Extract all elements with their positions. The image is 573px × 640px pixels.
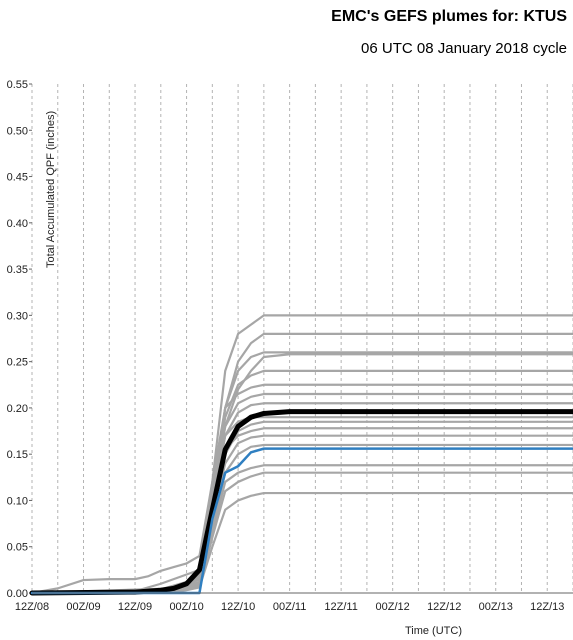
mean-series-line xyxy=(29,409,573,596)
x-tick-label: 12Z/13 xyxy=(530,601,564,613)
x-tick-label: 12Z/09 xyxy=(118,601,152,613)
x-axis-label: Time (UTC) xyxy=(405,625,462,637)
member-series-line xyxy=(30,443,573,595)
y-tick-label: 0.15 xyxy=(7,449,28,461)
x-tick-label: 12Z/12 xyxy=(427,601,461,613)
member-series-line xyxy=(30,332,573,595)
x-axis-ticks: 12Z/08 00Z/09 12Z/09 00Z/10 12Z/10 00Z/11 12Z/… xyxy=(15,601,564,613)
y-tick-label: 0.00 xyxy=(7,588,28,600)
member-series-line xyxy=(30,464,573,595)
member-series-line xyxy=(30,314,573,595)
member-series-line xyxy=(30,434,573,595)
x-tick-label: 00Z/10 xyxy=(169,601,203,613)
member-series-line xyxy=(30,416,573,595)
x-tick-label: 12Z/08 xyxy=(15,601,49,613)
x-tick-label: 00Z/09 xyxy=(66,601,100,613)
y-tick-label: 0.25 xyxy=(7,357,28,369)
y-axis-label: Total Accumulated QPF (inches) xyxy=(45,111,57,268)
control-series-line xyxy=(30,447,573,595)
y-tick-label: 0.45 xyxy=(7,172,28,184)
y-tick-label: 0.55 xyxy=(7,79,28,91)
series-lines xyxy=(29,314,573,596)
member-series-line xyxy=(30,471,573,595)
y-tick-label: 0.35 xyxy=(7,264,28,276)
x-tick-label: 12Z/11 xyxy=(324,601,357,613)
member-series-line xyxy=(30,427,573,595)
member-series-line xyxy=(30,383,573,595)
y-tick-label: 0.50 xyxy=(7,125,28,137)
x-tick-label: 12Z/10 xyxy=(221,601,255,613)
member-series-line xyxy=(30,402,573,595)
grid-lines xyxy=(31,84,573,593)
x-tick-label: 00Z/12 xyxy=(376,601,410,613)
y-axis-ticks: 0.00 0.05 0.10 0.15 0.20 0.25 0.30 0.35 0.40 0.45… xyxy=(7,79,32,600)
x-tick-label: 00Z/11 xyxy=(273,601,306,613)
x-tick-label: 00Z/13 xyxy=(479,601,513,613)
y-tick-label: 0.30 xyxy=(7,310,28,322)
chart-subtitle: 06 UTC 08 January 2018 cycle xyxy=(361,40,567,57)
y-tick-label: 0.10 xyxy=(7,495,28,507)
chart-title: EMC's GEFS plumes for: KTUS xyxy=(331,8,567,25)
y-tick-label: 0.05 xyxy=(7,542,28,554)
y-tick-label: 0.20 xyxy=(7,403,28,415)
y-tick-label: 0.40 xyxy=(7,218,28,230)
member-series-line xyxy=(30,491,573,595)
